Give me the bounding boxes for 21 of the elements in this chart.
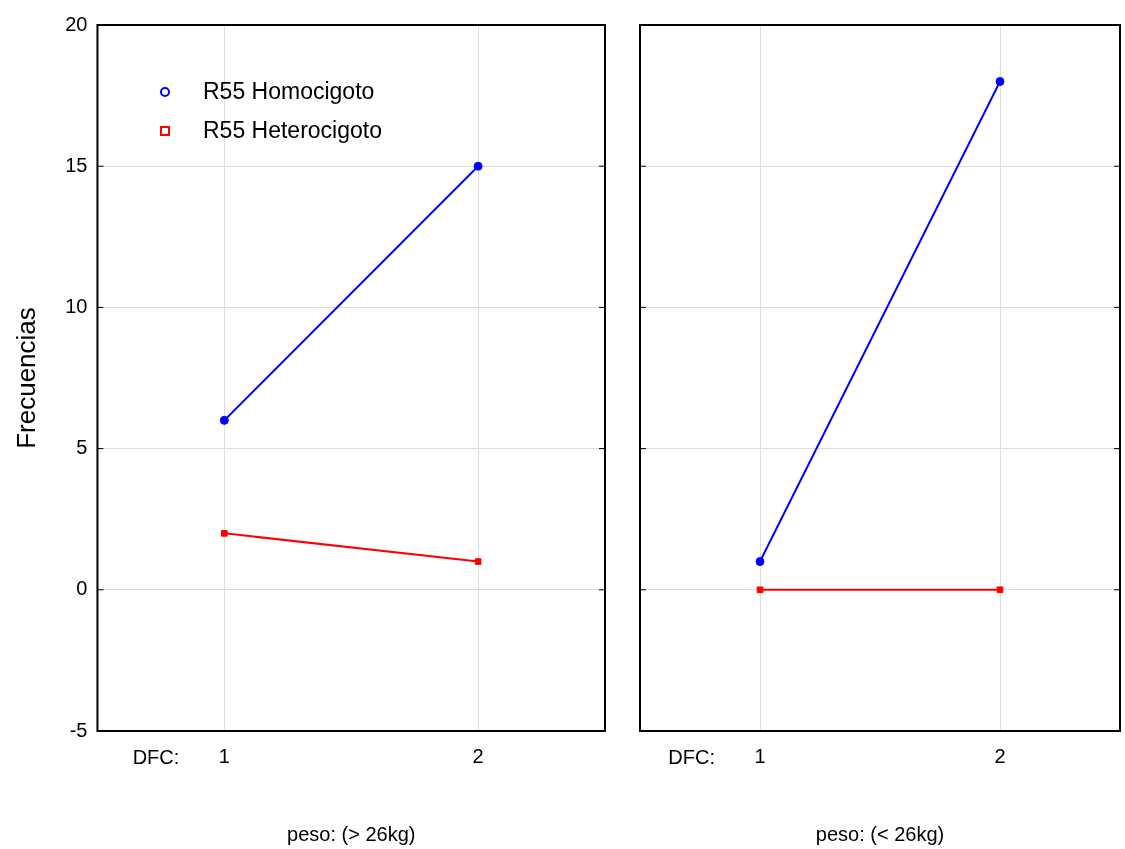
point <box>221 529 228 537</box>
y-tick-label: 10 <box>65 294 88 317</box>
y-tick-label: 20 <box>65 12 88 35</box>
y-tick-label: 0 <box>76 577 88 600</box>
y-tick-label: 15 <box>65 153 88 176</box>
x-tick-label: 1 <box>218 744 230 767</box>
y-tick-label: -5 <box>69 718 88 741</box>
x-tick-label: 2 <box>472 744 484 767</box>
point <box>473 161 483 171</box>
point <box>219 415 229 425</box>
x-tick-label: 2 <box>994 744 1006 767</box>
x-axis-title: peso: (> 26kg) <box>287 822 416 845</box>
legend-label: R55 Heterocigoto <box>203 117 382 144</box>
x-axis-title: peso: (< 26kg) <box>815 822 945 845</box>
point <box>474 558 482 565</box>
y-tick-label: 5 <box>76 436 88 459</box>
y-axis-title: Frecuencias <box>10 307 41 449</box>
x-tick-label: 1 <box>754 744 766 767</box>
text: DFC: <box>668 745 715 768</box>
legend-label: R55 Homocigoto <box>203 78 375 105</box>
text: DFC: <box>132 745 180 768</box>
